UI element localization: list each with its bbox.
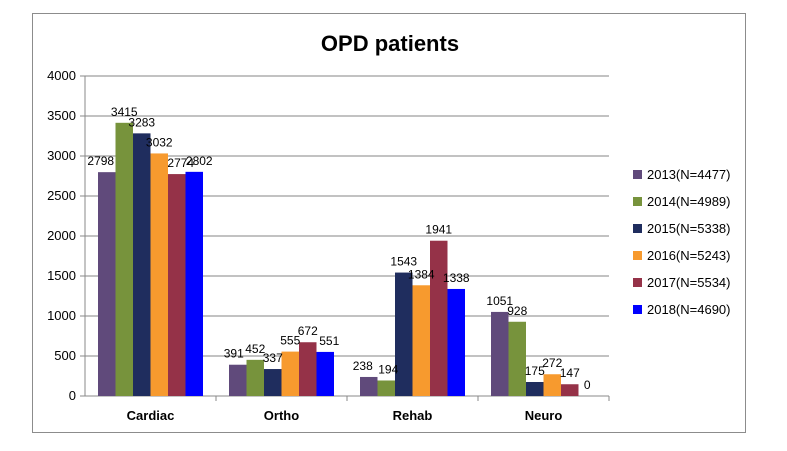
- bar: [526, 382, 544, 396]
- y-tick-label: 0: [69, 388, 76, 403]
- y-tick-label: 3000: [47, 148, 76, 163]
- data-label: 194: [378, 362, 398, 376]
- bar: [508, 321, 526, 396]
- data-label: 0: [584, 378, 591, 392]
- category-label: Ortho: [264, 408, 299, 423]
- legend-swatch: [633, 278, 642, 287]
- bar: [98, 172, 116, 396]
- y-tick-label: 4000: [47, 68, 76, 83]
- legend-swatch: [633, 170, 642, 179]
- y-tick-label: 1000: [47, 308, 76, 323]
- bar: [299, 342, 317, 396]
- data-label: 928: [507, 304, 527, 318]
- data-label: 3415: [111, 105, 138, 119]
- bar: [168, 174, 186, 396]
- data-label: 337: [263, 351, 283, 365]
- data-label: 2774: [167, 156, 194, 170]
- bar: [430, 240, 448, 396]
- legend-swatch: [633, 251, 642, 260]
- bar: [185, 171, 203, 396]
- chart-title: OPD patients: [321, 31, 459, 56]
- bar: [150, 153, 168, 396]
- y-tick-label: 1500: [47, 268, 76, 283]
- bar-series-group: [98, 122, 579, 397]
- data-label: 551: [319, 334, 339, 348]
- legend-item-label: 2014(N=4989): [647, 194, 730, 209]
- bar: [377, 380, 395, 396]
- bar: [133, 133, 151, 397]
- legend-item-label: 2013(N=4477): [647, 167, 730, 182]
- y-tick-label: 500: [54, 348, 76, 363]
- bar: [543, 374, 561, 396]
- data-label: 555: [280, 334, 300, 348]
- bar: [395, 272, 413, 396]
- data-label: 391: [224, 347, 244, 361]
- data-label: 238: [353, 359, 373, 373]
- bar: [264, 369, 282, 396]
- data-label: 2802: [186, 154, 213, 168]
- bar: [412, 285, 430, 396]
- y-tick-label: 2000: [47, 228, 76, 243]
- legend-swatch: [633, 224, 642, 233]
- legend-item-label: 2016(N=5243): [647, 248, 730, 263]
- data-label: 3283: [128, 115, 155, 129]
- data-label: 272: [542, 356, 562, 370]
- data-label: 1338: [443, 271, 470, 285]
- legend-swatch: [633, 197, 642, 206]
- data-label: 1384: [408, 267, 435, 281]
- legend: 2013(N=4477) 2014(N=4989) 2015(N=5338) 2016…: [633, 167, 730, 317]
- data-label: 452: [245, 342, 265, 356]
- bar: [561, 384, 579, 396]
- category-label: Rehab: [393, 408, 433, 423]
- data-label: 672: [298, 324, 318, 338]
- chart-canvas: OPD patients 0 500 1000 1500 2000 2500 3000 350…: [47, 31, 730, 423]
- data-label: 175: [525, 364, 545, 378]
- data-label: 1941: [425, 223, 452, 237]
- data-label: 3032: [146, 135, 173, 149]
- bar: [115, 122, 133, 397]
- legend-item-label: 2018(N=4690): [647, 302, 730, 317]
- y-axis: 0 500 1000 1500 2000 2500 3000 3500 4000: [47, 68, 86, 403]
- bar: [360, 376, 378, 396]
- x-axis: Cardiac Ortho Rehab Neuro: [127, 396, 610, 423]
- y-tick-label: 2500: [47, 188, 76, 203]
- y-tick-label: 3500: [47, 108, 76, 123]
- bar: [246, 359, 264, 396]
- data-label: 2798: [87, 154, 114, 168]
- legend-swatch: [633, 305, 642, 314]
- data-label: 1051: [486, 294, 513, 308]
- bar: [447, 288, 465, 396]
- bar: [281, 351, 299, 396]
- data-label: 1543: [390, 255, 417, 269]
- data-label: 147: [560, 366, 580, 380]
- category-label: Cardiac: [127, 408, 175, 423]
- bar: [491, 311, 509, 396]
- category-label: Neuro: [525, 408, 563, 423]
- bar: [229, 364, 247, 396]
- chart-frame: OPD patients 0 500 1000 1500 2000 2500 3000 350…: [32, 13, 746, 433]
- legend-item-label: 2017(N=5534): [647, 275, 730, 290]
- legend-item-label: 2015(N=5338): [647, 221, 730, 236]
- bar: [316, 351, 334, 396]
